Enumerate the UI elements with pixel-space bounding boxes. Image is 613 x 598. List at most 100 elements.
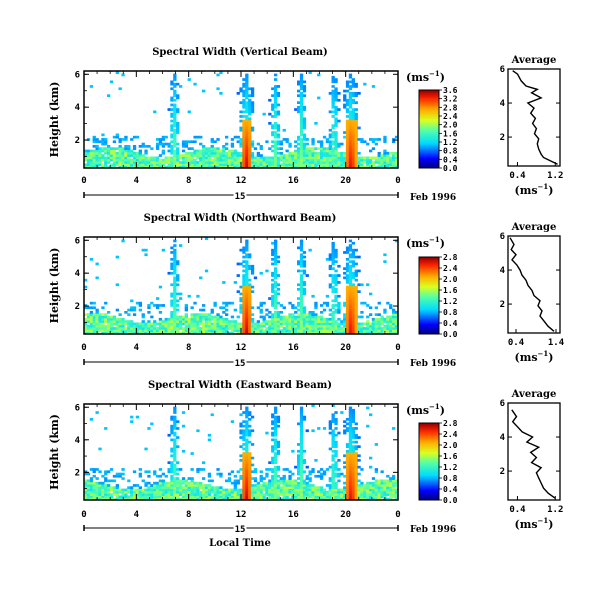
heatmap-cell bbox=[150, 327, 154, 330]
heatmap-cell bbox=[115, 331, 119, 335]
heatmap-cell bbox=[173, 133, 177, 137]
heatmap-cell bbox=[274, 415, 278, 419]
heatmap-cell bbox=[394, 327, 399, 330]
heatmap-cell bbox=[230, 420, 235, 423]
heatmap-cell bbox=[288, 324, 292, 328]
heatmap-cell bbox=[164, 488, 168, 492]
heatmap-cell bbox=[210, 138, 214, 141]
colorbar-swatch bbox=[419, 125, 439, 127]
heatmap-cell bbox=[343, 431, 347, 435]
heatmap-cell bbox=[161, 163, 165, 167]
heatmap-cell bbox=[196, 135, 200, 139]
heatmap-cell bbox=[233, 486, 237, 489]
heatmap-cell bbox=[274, 115, 278, 118]
heatmap-cell bbox=[351, 472, 355, 476]
heatmap-cell bbox=[334, 454, 338, 458]
heatmap-cell bbox=[348, 128, 353, 132]
heatmap-cell bbox=[308, 158, 312, 162]
heatmap-cell bbox=[256, 329, 260, 333]
heatmap-cell bbox=[360, 301, 364, 305]
heatmap-cell bbox=[239, 299, 243, 303]
heatmap-cell bbox=[268, 481, 272, 485]
heatmap-cell bbox=[190, 313, 194, 316]
heatmap-cell bbox=[250, 493, 255, 496]
heatmap-cell bbox=[245, 413, 249, 417]
average-y-tick-label: 6 bbox=[500, 65, 505, 75]
heatmap-cell bbox=[386, 481, 390, 485]
heatmap-cell bbox=[334, 140, 338, 144]
heatmap-cell bbox=[305, 327, 309, 330]
heatmap-cell bbox=[242, 89, 246, 93]
colorbar-swatch bbox=[419, 480, 439, 483]
heatmap-cell bbox=[213, 304, 217, 307]
heatmap-cell bbox=[204, 269, 209, 273]
heatmap-cell bbox=[392, 427, 396, 430]
heatmap-cell bbox=[156, 474, 160, 478]
heatmap-cell bbox=[279, 329, 283, 333]
heatmap-cell bbox=[250, 101, 255, 104]
heatmap-cell bbox=[389, 477, 393, 480]
heatmap-cell bbox=[199, 322, 203, 326]
heatmap-cell bbox=[343, 267, 347, 270]
heatmap-cell bbox=[239, 87, 243, 91]
x-tick-label: 4 bbox=[134, 510, 140, 520]
heatmap-cell bbox=[377, 481, 381, 485]
heatmap-cell bbox=[392, 308, 396, 312]
heatmap-cell bbox=[253, 147, 258, 150]
colorbar-swatch bbox=[419, 307, 439, 309]
heatmap-cell bbox=[156, 497, 160, 501]
heatmap-cell bbox=[299, 440, 304, 444]
heatmap-cell bbox=[351, 327, 355, 330]
heatmap-cell bbox=[202, 477, 206, 480]
heatmap-cell bbox=[135, 331, 140, 335]
colorbar-swatch bbox=[419, 330, 439, 332]
heatmap-cell bbox=[268, 327, 272, 330]
heatmap-cell bbox=[245, 433, 249, 437]
heatmap-cell bbox=[334, 411, 338, 414]
heatmap-cell bbox=[219, 327, 223, 330]
heatmap-cell bbox=[302, 251, 307, 254]
heatmap-cell bbox=[204, 497, 209, 501]
heatmap-cell bbox=[150, 324, 154, 328]
heatmap-cell bbox=[351, 112, 355, 116]
heatmap-cell bbox=[294, 322, 298, 326]
heatmap-cell bbox=[337, 281, 341, 284]
heatmap-cell bbox=[181, 163, 186, 167]
heatmap-cell bbox=[351, 161, 355, 164]
heatmap-cell bbox=[357, 454, 361, 458]
heatmap-cell bbox=[343, 151, 347, 155]
heatmap-cell bbox=[343, 461, 347, 464]
heatmap-cell bbox=[170, 497, 174, 501]
heatmap-cell bbox=[351, 488, 355, 492]
heatmap-cell bbox=[248, 327, 252, 330]
heatmap-cell bbox=[176, 479, 180, 483]
heatmap-cell bbox=[276, 301, 281, 305]
heatmap-cell bbox=[302, 281, 307, 284]
heatmap-cell bbox=[248, 468, 252, 471]
heatmap-cell bbox=[245, 255, 249, 259]
colorbar-swatch bbox=[419, 91, 439, 93]
heatmap-cell bbox=[253, 324, 258, 328]
heatmap-cell bbox=[389, 327, 393, 330]
heatmap-cell bbox=[305, 484, 309, 487]
heatmap-cell bbox=[227, 472, 232, 476]
heatmap-cell bbox=[89, 313, 94, 316]
heatmap-cell bbox=[276, 128, 281, 132]
heatmap-cell bbox=[236, 327, 240, 330]
heatmap-cell bbox=[173, 440, 177, 444]
heatmap-cell bbox=[173, 324, 177, 328]
heatmap-cell bbox=[213, 317, 217, 321]
colorbar-swatch bbox=[419, 440, 439, 443]
heatmap-cell bbox=[230, 497, 235, 501]
heatmap-cell bbox=[357, 324, 361, 328]
heatmap-cell bbox=[112, 147, 117, 150]
heatmap-cell bbox=[89, 311, 94, 314]
heatmap-cell bbox=[337, 274, 341, 277]
heatmap-cell bbox=[354, 329, 358, 333]
heatmap-cell bbox=[245, 299, 249, 303]
heatmap-cell bbox=[190, 158, 194, 162]
heatmap-cell bbox=[181, 165, 186, 169]
heatmap-cell bbox=[176, 299, 180, 303]
heatmap-cell bbox=[282, 479, 286, 483]
heatmap-cell bbox=[173, 486, 177, 489]
